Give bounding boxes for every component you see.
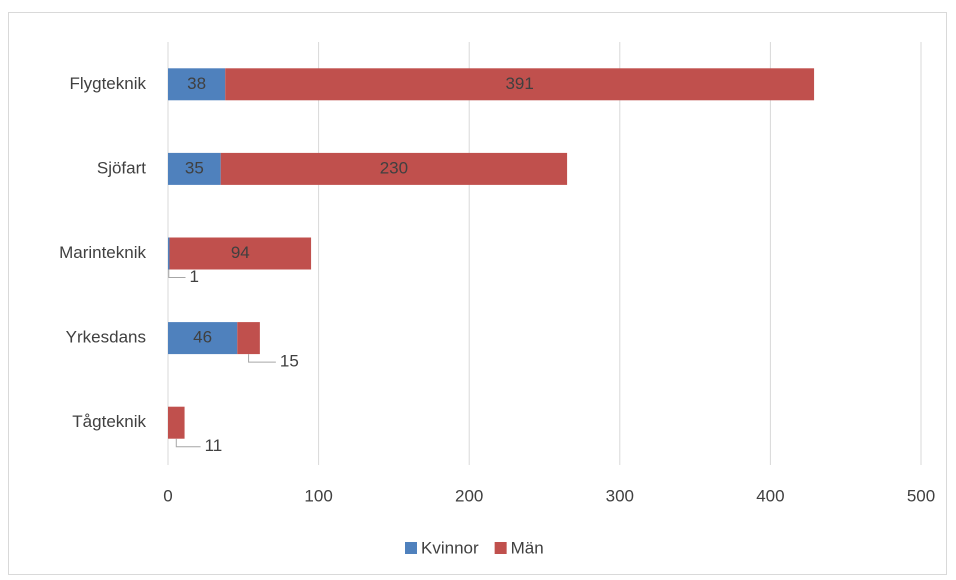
data-label: 391 <box>505 74 533 93</box>
x-tick-label: 100 <box>304 486 332 505</box>
legend-label: Män <box>511 538 544 557</box>
chart-border <box>8 12 947 575</box>
bar <box>168 237 170 270</box>
y-tick-label: Sjöfart <box>97 158 146 177</box>
data-label: 230 <box>380 158 408 177</box>
legend-label: Kvinnor <box>421 538 479 557</box>
bar <box>237 322 260 355</box>
x-tick-label: 500 <box>907 486 935 505</box>
x-tick-label: 300 <box>606 486 634 505</box>
leader-line <box>168 269 186 278</box>
bar <box>168 406 185 439</box>
bar <box>220 152 568 185</box>
data-label: 11 <box>205 436 223 455</box>
data-label: 46 <box>193 328 212 347</box>
y-tick-label: Flygteknik <box>69 74 146 93</box>
bar <box>168 68 226 101</box>
x-tick-label: 0 <box>163 486 172 505</box>
data-label: 1 <box>190 267 199 286</box>
bar <box>169 237 312 270</box>
y-tick-label: Marinteknik <box>59 243 146 262</box>
leader-line <box>248 354 276 363</box>
bar <box>168 322 238 355</box>
x-tick-label: 400 <box>756 486 784 505</box>
data-label: 35 <box>185 158 204 177</box>
y-tick-label: Tågteknik <box>72 412 146 431</box>
leader-line <box>175 438 201 448</box>
bar <box>225 68 815 101</box>
bar <box>168 152 221 185</box>
y-tick-label: Yrkesdans <box>66 328 146 347</box>
legend-swatch <box>405 542 417 554</box>
x-tick-label: 200 <box>455 486 483 505</box>
data-label: 38 <box>187 74 206 93</box>
data-label: 94 <box>231 243 250 262</box>
data-label: 15 <box>280 352 299 371</box>
legend-swatch <box>494 542 507 554</box>
